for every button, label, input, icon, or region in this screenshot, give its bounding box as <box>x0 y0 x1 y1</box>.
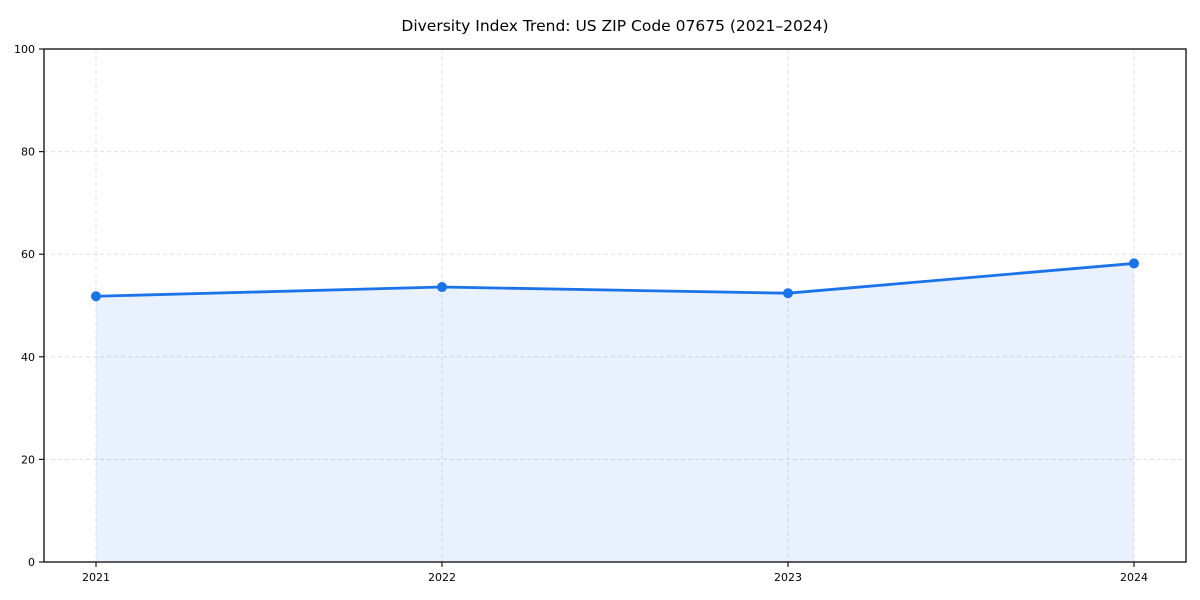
x-tick-label: 2024 <box>1120 571 1148 584</box>
data-point <box>1129 258 1139 269</box>
trend-line-layer <box>94 262 1136 298</box>
data-point <box>783 288 793 299</box>
y-tick-label: 20 <box>21 453 35 466</box>
x-tick-label: 2022 <box>428 571 456 584</box>
area-fill <box>96 263 1134 562</box>
plot-border <box>43 48 1187 563</box>
tick-labels-layer: 0 20 40 60 80 100 2021 2022 2023 2024 <box>14 43 1148 584</box>
data-points-layer <box>91 258 1139 302</box>
x-tick-label: 2021 <box>82 571 110 584</box>
y-tick-label: 100 <box>14 43 35 56</box>
axes-layer <box>43 48 1187 563</box>
y-tick-label: 40 <box>21 351 35 364</box>
data-point <box>91 291 101 302</box>
y-tick-label: 60 <box>21 248 35 261</box>
y-tick-label: 80 <box>21 146 35 159</box>
data-point <box>437 282 447 293</box>
chart-title: Diversity Index Trend: US ZIP Code 07675… <box>401 17 828 35</box>
tick-marks-layer <box>39 48 1135 567</box>
x-tick-label: 2023 <box>774 571 802 584</box>
y-tick-label: 0 <box>28 556 35 569</box>
gridlines <box>44 48 1186 563</box>
trend-line <box>94 262 1136 298</box>
area-fill-layer <box>96 263 1134 562</box>
